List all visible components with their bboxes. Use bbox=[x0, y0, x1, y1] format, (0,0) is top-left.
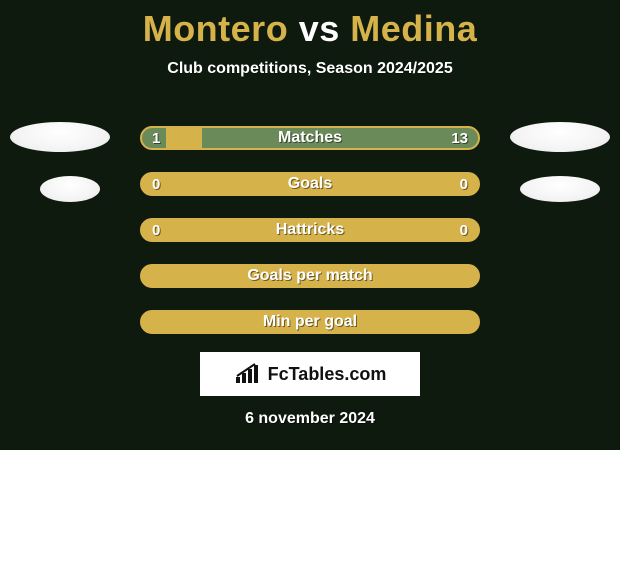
brand-text: FcTables.com bbox=[268, 364, 387, 385]
ellipse-decoration bbox=[510, 122, 610, 152]
stat-value-right: 0 bbox=[450, 174, 478, 194]
stat-row: Min per goal bbox=[140, 310, 480, 334]
ellipse-decoration bbox=[10, 122, 110, 152]
brand-icon bbox=[234, 363, 262, 385]
ellipse-decoration bbox=[40, 176, 100, 202]
title: Montero vs Medina bbox=[0, 0, 620, 50]
stat-label: Goals per match bbox=[142, 266, 478, 286]
stat-label: Hattricks bbox=[142, 220, 478, 240]
stat-fill-right bbox=[202, 128, 478, 148]
stat-fill-left bbox=[142, 128, 166, 148]
ellipse-decoration bbox=[520, 176, 600, 202]
stat-row: Matches113 bbox=[140, 126, 480, 150]
player2-name: Medina bbox=[350, 8, 477, 49]
stat-row: Goals per match bbox=[140, 264, 480, 288]
stat-row: Goals0 0 bbox=[140, 172, 480, 196]
stat-row: Hattricks0 0 bbox=[140, 218, 480, 242]
date-text: 6 november 2024 bbox=[0, 410, 620, 428]
player1-name: Montero bbox=[143, 8, 288, 49]
stat-value-left: 0 bbox=[142, 174, 170, 194]
brand-box: FcTables.com bbox=[200, 352, 420, 396]
stat-label: Min per goal bbox=[142, 312, 478, 332]
vs-text: vs bbox=[299, 8, 340, 49]
stat-rows: Matches113Goals00Hattricks00Goals per ma… bbox=[140, 126, 480, 356]
stat-label: Goals bbox=[142, 174, 478, 194]
stat-value-right: 0 bbox=[450, 220, 478, 240]
subtitle: Club competitions, Season 2024/2025 bbox=[0, 60, 620, 78]
comparison-card: Montero vs Medina Club competitions, Sea… bbox=[0, 0, 620, 450]
stat-value-left: 0 bbox=[142, 220, 170, 240]
